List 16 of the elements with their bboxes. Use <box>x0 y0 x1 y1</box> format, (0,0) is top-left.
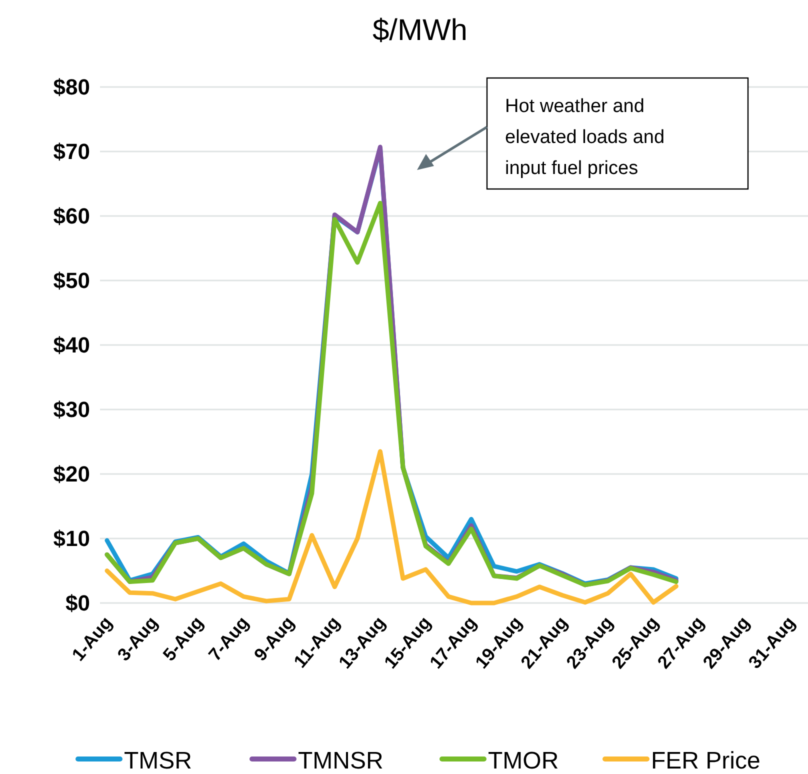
y-tick-label: $20 <box>53 462 90 487</box>
annotation: Hot weather and elevated loads and input fuel prices <box>505 96 665 179</box>
y-tick-label: $50 <box>53 268 90 294</box>
legend-label: FER Price <box>651 747 760 774</box>
legend-label: TMSR <box>124 747 192 774</box>
line-series <box>104 449 678 606</box>
legend-label: TMNSR <box>298 747 384 774</box>
y-tick-label: $30 <box>53 397 90 422</box>
y-tick-label: $80 <box>53 74 90 100</box>
y-tick-label: $10 <box>53 526 90 552</box>
y-tick-label: $70 <box>53 139 90 164</box>
y-tick-label: $0 <box>66 590 90 616</box>
chart-title: $/MWh <box>372 14 468 47</box>
y-tick-label: $60 <box>53 204 90 229</box>
legend-label: TMOR <box>488 747 559 774</box>
y-tick-label: $40 <box>53 332 90 358</box>
